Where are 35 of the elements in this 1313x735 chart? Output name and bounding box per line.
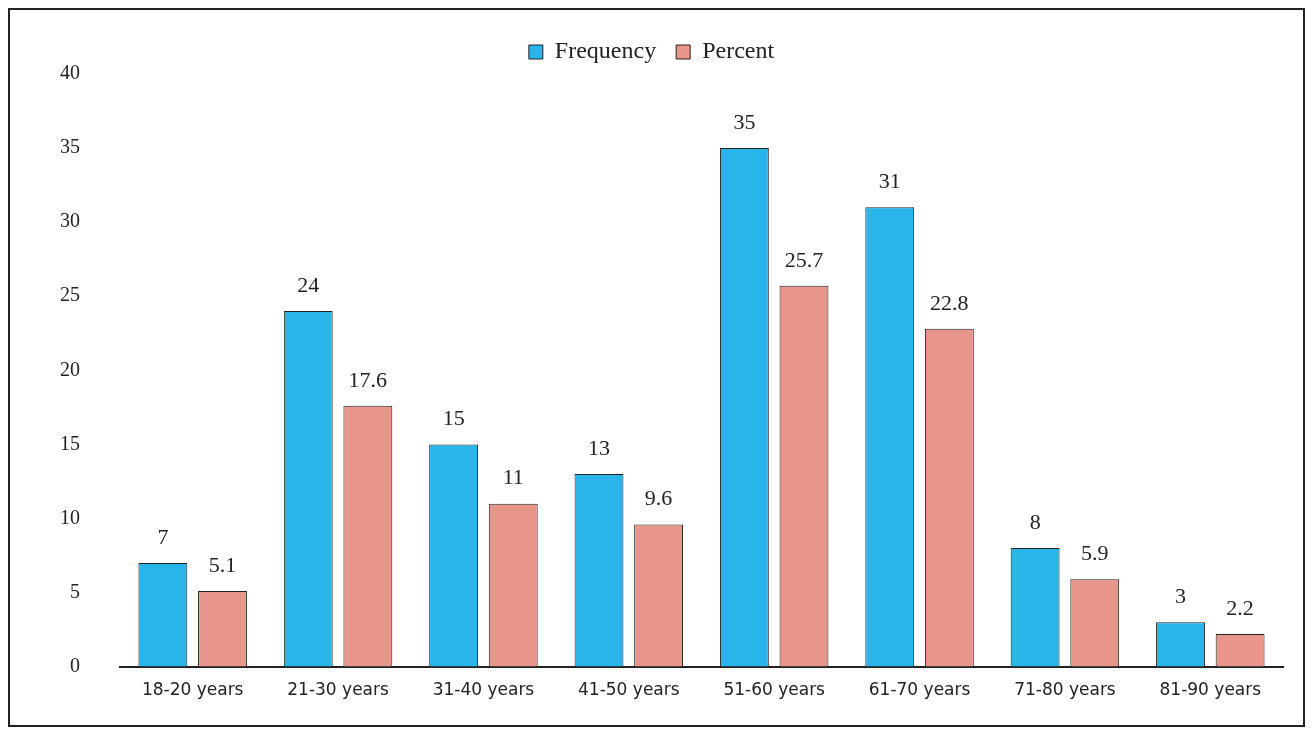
x-tick-label: 51-60 years xyxy=(723,679,826,700)
legend-label: Frequency xyxy=(554,37,657,64)
data-label: 5.1 xyxy=(208,551,237,577)
x-tick-label: 18-20 years xyxy=(141,679,244,700)
x-tick-label: 41-50 years xyxy=(578,679,680,700)
data-label: 9.6 xyxy=(644,485,673,511)
y-tick-label: 0 xyxy=(70,653,80,676)
y-tick-label: 10 xyxy=(60,505,80,528)
data-label: 8 xyxy=(1029,508,1041,534)
x-tick-label: 21-30 years xyxy=(287,679,389,700)
y-tick-label: 15 xyxy=(60,431,80,454)
y-tick-label: 20 xyxy=(60,357,80,380)
data-label: 3 xyxy=(1175,582,1187,608)
data-label: 2.2 xyxy=(1226,594,1254,620)
x-tick-label: 61-70 years xyxy=(868,679,971,700)
data-label: 17.6 xyxy=(348,366,388,392)
data-label: 22.8 xyxy=(930,289,969,315)
x-tick-label: 81-90 years xyxy=(1159,679,1262,700)
x-tick-label: 71-80 years xyxy=(1014,679,1116,700)
data-label: 7 xyxy=(157,523,169,549)
x-tick-label: 31-40 years xyxy=(432,679,535,700)
y-tick-label: 30 xyxy=(60,209,80,232)
data-label: 24 xyxy=(297,271,320,297)
data-label: 15 xyxy=(442,405,465,431)
data-label: 25.7 xyxy=(784,246,824,272)
y-tick-label: 35 xyxy=(60,135,80,158)
y-tick-label: 5 xyxy=(70,579,80,602)
y-tick-label: 40 xyxy=(60,61,80,84)
data-label: 13 xyxy=(588,434,611,460)
data-label: 35 xyxy=(733,108,756,134)
data-label: 31 xyxy=(878,168,901,194)
data-label: 5.9 xyxy=(1080,539,1109,565)
data-label: 11 xyxy=(502,464,524,490)
y-tick-label: 25 xyxy=(60,283,80,306)
legend-label: Percent xyxy=(702,37,775,64)
